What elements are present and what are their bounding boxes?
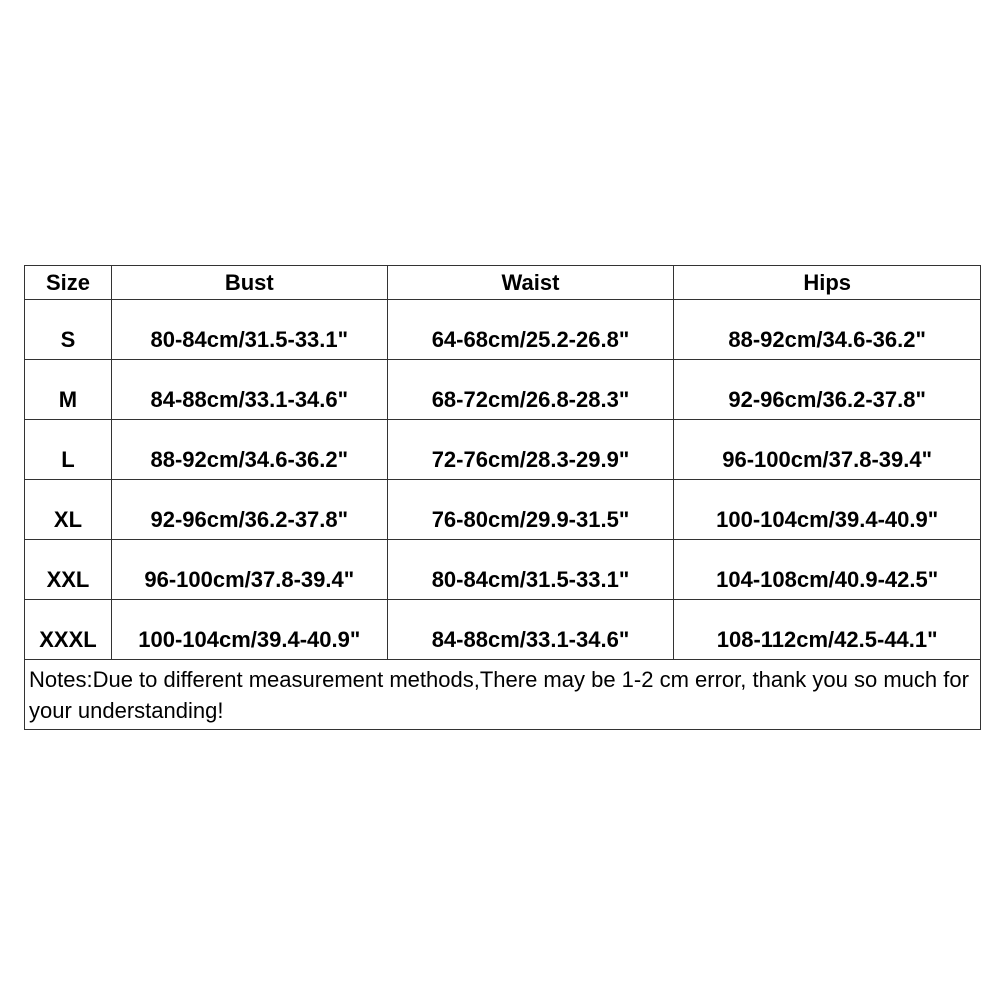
waist-cell: 76-80cm/29.9-31.5" — [386, 479, 675, 540]
waist-cell: 68-72cm/26.8-28.3" — [386, 359, 675, 420]
size-cell: XXXL — [24, 599, 112, 660]
header-waist: Waist — [386, 265, 675, 300]
notes-cell: Notes:Due to different measurement metho… — [24, 659, 981, 730]
size-cell: L — [24, 419, 112, 480]
waist-cell: 64-68cm/25.2-26.8" — [386, 299, 675, 360]
table-row: M 84-88cm/33.1-34.6" 68-72cm/26.8-28.3" 92-… — [24, 359, 981, 420]
waist-cell: 80-84cm/31.5-33.1" — [386, 539, 675, 600]
table-row: XXXL 100-104cm/39.4-40.9" 84-88cm/33.1-34.… — [24, 599, 981, 660]
size-chart-table: Size Bust Waist Hips S 80-84cm/31.5-33.1"… — [24, 265, 981, 730]
size-cell: M — [24, 359, 112, 420]
waist-cell: 72-76cm/28.3-29.9" — [386, 419, 675, 480]
size-cell: S — [24, 299, 112, 360]
header-hips: Hips — [673, 265, 981, 300]
header-bust: Bust — [110, 265, 388, 300]
waist-cell: 84-88cm/33.1-34.6" — [386, 599, 675, 660]
table-row: L 88-92cm/34.6-36.2" 72-76cm/28.3-29.9" 96-… — [24, 419, 981, 480]
hips-cell: 108-112cm/42.5-44.1" — [673, 599, 981, 660]
table-row: S 80-84cm/31.5-33.1" 64-68cm/25.2-26.8" 88-… — [24, 299, 981, 360]
hips-cell: 100-104cm/39.4-40.9" — [673, 479, 981, 540]
bust-cell: 100-104cm/39.4-40.9" — [110, 599, 388, 660]
hips-cell: 92-96cm/36.2-37.8" — [673, 359, 981, 420]
size-cell: XL — [24, 479, 112, 540]
hips-cell: 104-108cm/40.9-42.5" — [673, 539, 981, 600]
bust-cell: 92-96cm/36.2-37.8" — [110, 479, 388, 540]
bust-cell: 80-84cm/31.5-33.1" — [110, 299, 388, 360]
bust-cell: 96-100cm/37.8-39.4" — [110, 539, 388, 600]
hips-cell: 96-100cm/37.8-39.4" — [673, 419, 981, 480]
hips-cell: 88-92cm/34.6-36.2" — [673, 299, 981, 360]
header-size: Size — [24, 265, 112, 300]
header-row: Size Bust Waist Hips — [24, 265, 981, 300]
table-row: XXL 96-100cm/37.8-39.4" 80-84cm/31.5-33.1"… — [24, 539, 981, 600]
size-cell: XXL — [24, 539, 112, 600]
bust-cell: 84-88cm/33.1-34.6" — [110, 359, 388, 420]
bust-cell: 88-92cm/34.6-36.2" — [110, 419, 388, 480]
table-row: XL 92-96cm/36.2-37.8" 76-80cm/29.9-31.5" 10… — [24, 479, 981, 540]
